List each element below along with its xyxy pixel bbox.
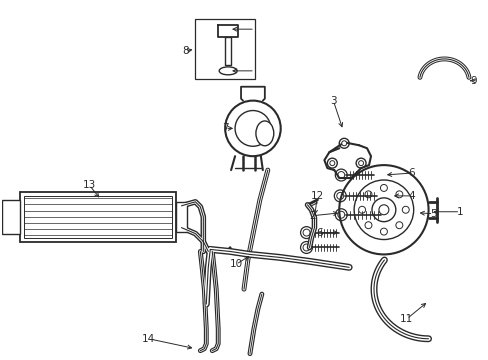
Bar [24,196,171,238]
Text: 9: 9 [469,76,476,86]
Bar [175,202,187,231]
Ellipse shape [255,121,273,146]
Text: 7: 7 [222,123,228,134]
Text: 11: 11 [399,314,412,324]
Circle shape [341,141,346,146]
Circle shape [358,161,363,166]
Text: 3: 3 [329,96,336,105]
Bar [195,19,254,79]
Circle shape [329,161,334,166]
Text: 6: 6 [315,228,322,238]
Text: 5: 5 [429,209,436,219]
Text: 1: 1 [456,207,463,217]
Text: 2: 2 [308,211,315,221]
Text: 13: 13 [82,180,96,190]
Text: 4: 4 [407,191,414,201]
Text: 6: 6 [407,168,414,178]
Circle shape [378,205,388,215]
Text: 8: 8 [182,46,188,56]
Bar [2,200,20,234]
Ellipse shape [219,67,237,75]
Bar [20,192,175,242]
Text: 14: 14 [142,334,155,344]
Text: 10: 10 [229,259,242,269]
Text: 12: 12 [310,191,324,201]
